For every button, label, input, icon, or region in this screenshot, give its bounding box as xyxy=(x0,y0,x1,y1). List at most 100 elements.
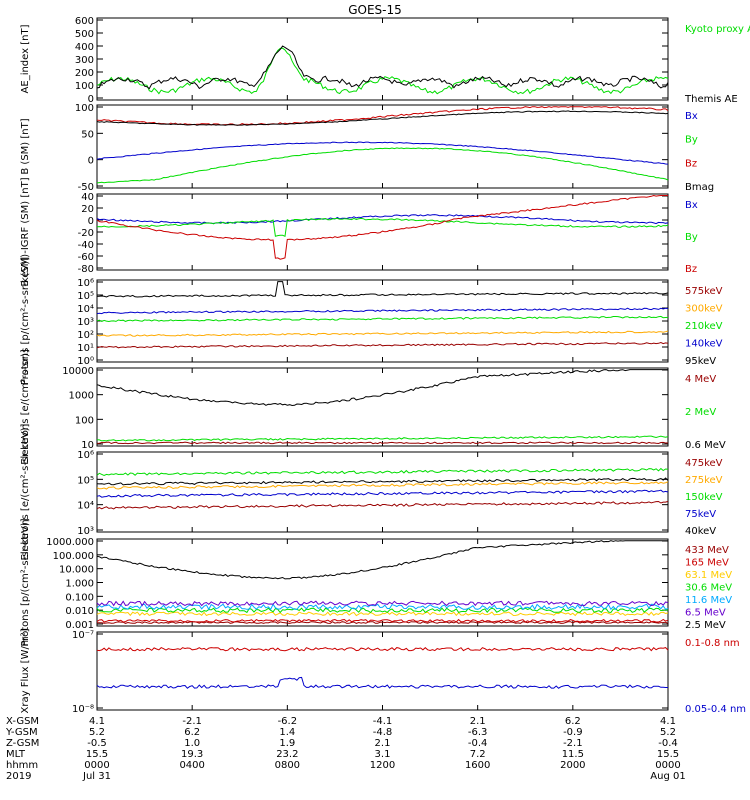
axis-cell: -4.8 xyxy=(373,727,393,738)
axis-cell: Jul 31 xyxy=(82,771,111,782)
ytick-label: 10⁻⁷ xyxy=(72,630,94,641)
y-axis-label: B (SM)-IGRF (SM) [nT] xyxy=(20,177,31,286)
axis-cell: -0.4 xyxy=(658,738,678,749)
series-line-0-6-mev xyxy=(96,369,668,407)
series-line-kyoto-proxy-ae xyxy=(96,47,669,95)
axis-cell: -6.3 xyxy=(468,727,488,738)
ytick-label: 10.000 xyxy=(59,565,94,576)
legend-entry: 95keV xyxy=(685,356,716,367)
axis-row-label: X-GSM xyxy=(6,716,39,727)
axis-cell: 2.1 xyxy=(375,738,391,749)
legend-entry: 2.5 MeV xyxy=(685,620,726,631)
legend-entry: Kyoto proxy AE xyxy=(685,24,750,35)
legend-entry: Bmag xyxy=(685,182,714,193)
axis-cell: 1.9 xyxy=(279,738,295,749)
ytick-label: 200 xyxy=(75,68,94,79)
axis-cell: -2.1 xyxy=(563,738,583,749)
axis-row-label: hhmm xyxy=(6,760,38,771)
axis-cell: 4.1 xyxy=(89,716,105,727)
series-line-4-mev xyxy=(96,441,669,445)
axis-cell: 1600 xyxy=(465,760,490,771)
axis-cell: Aug 01 xyxy=(650,771,685,782)
ytick-label: 10³ xyxy=(77,317,94,328)
ytick-label: 100 xyxy=(75,415,94,426)
axis-cell: 0800 xyxy=(275,760,300,771)
ytick-label: 50 xyxy=(81,129,94,140)
axis-cell: 0400 xyxy=(179,760,204,771)
panel-4: 10⁶ 10⁵ 10⁴ 10³ 10² 10¹ 10⁰ Protons [p/(cm²-s-s… xyxy=(20,257,723,385)
axis-cell: 11.5 xyxy=(562,749,584,760)
axis-cell: -0.9 xyxy=(563,727,583,738)
series-line-165-mev xyxy=(96,618,669,623)
ytick-label: 10² xyxy=(77,330,94,341)
panel-5: 10000 1000 100 10 Electrons [e/(cm²-s-sr)] 4 … xyxy=(20,349,726,465)
axis-cell: 0000 xyxy=(84,760,109,771)
ytick-label: 10 xyxy=(81,440,94,451)
ytick-label: -20 xyxy=(78,228,94,239)
axis-cell: -4.1 xyxy=(373,716,393,727)
axis-row-label: 2019 xyxy=(6,771,31,782)
axis-cell: 5.2 xyxy=(89,727,105,738)
ytick-label: -60 xyxy=(78,252,94,263)
axis-cell: -0.5 xyxy=(87,738,107,749)
ytick-label: 40 xyxy=(81,192,94,203)
series-line-bz xyxy=(96,194,668,260)
ytick-label: 10¹ xyxy=(77,343,94,354)
chart-title: GOES-15 xyxy=(348,3,402,17)
ytick-label: 0.001 xyxy=(65,620,94,631)
legend-entry: 11.6 MeV xyxy=(685,595,732,606)
axis-cell: 2000 xyxy=(560,760,585,771)
legend-entry: 433 MeV xyxy=(685,545,729,556)
series-line-40kev xyxy=(96,477,669,486)
legend-entry: 275keV xyxy=(685,475,723,486)
ytick-label: 100 xyxy=(75,81,94,92)
legend-entry: 165 MeV xyxy=(685,558,729,569)
series-line-by xyxy=(96,217,669,238)
series-line-0-1-0-8-nm xyxy=(96,646,669,652)
legend-entry: 40keV xyxy=(685,526,716,537)
axis-cell: -6.2 xyxy=(278,716,298,727)
axis-cell: 5.2 xyxy=(660,727,676,738)
ytick-label: 10⁶ xyxy=(77,278,94,289)
ytick-label: -40 xyxy=(78,240,94,251)
legend-entry: 575keV xyxy=(685,286,723,297)
ytick-label: 10⁶ xyxy=(77,450,94,461)
ytick-label: 10⁻⁸ xyxy=(72,704,94,715)
legend-entry: 475keV xyxy=(685,458,723,469)
ytick-label: 0.100 xyxy=(65,592,94,603)
ytick-label: 10³ xyxy=(77,526,94,537)
ytick-label: 10⁵ xyxy=(77,475,94,486)
y-axis-label: Xray Flux [W/m²] xyxy=(20,628,31,713)
legend-entry: 2 MeV xyxy=(685,407,716,418)
ytick-label: -50 xyxy=(78,182,94,193)
axis-cell: 6.2 xyxy=(184,727,200,738)
ytick-label: -80 xyxy=(78,264,94,275)
ytick-label: 0 xyxy=(88,94,94,105)
legend-entry: 0.6 MeV xyxy=(685,440,726,451)
y-axis-label: Protons [p/(cm²-s-sr-keV)] xyxy=(20,518,31,646)
legend-entry: 150keV xyxy=(685,492,723,503)
ytick-label: 0 xyxy=(88,156,94,167)
ytick-label: 10000 xyxy=(62,366,94,377)
axis-cell: 1200 xyxy=(370,760,395,771)
series-line-210kev xyxy=(96,315,669,323)
series-line-bx xyxy=(96,214,669,225)
ytick-label: 1000 xyxy=(69,391,94,402)
legend-entry: 210keV xyxy=(685,321,723,332)
ytick-label: 400 xyxy=(75,42,94,53)
legend-entry: 6.5 MeV xyxy=(685,608,726,619)
series-line-bx xyxy=(96,141,669,165)
ytick-label: 1.000 xyxy=(65,579,94,590)
legend-entry: 0.1-0.8 nm xyxy=(685,638,740,649)
legend-entry: Themis AE xyxy=(684,94,738,105)
series-line-575kev xyxy=(96,341,669,349)
axis-cell: 23.2 xyxy=(276,749,298,760)
axis-cell: 2.1 xyxy=(470,716,486,727)
legend-entry: 300keV xyxy=(685,304,723,315)
ytick-label: 100.000 xyxy=(53,551,94,562)
panel-frame xyxy=(96,193,669,271)
series-line-6-5-mev xyxy=(96,600,669,607)
legend-entry: Bx xyxy=(685,111,698,122)
panel-1: 600 500 400 300 200 100 0 AE_index [nT] Kyoto pr… xyxy=(20,16,750,105)
